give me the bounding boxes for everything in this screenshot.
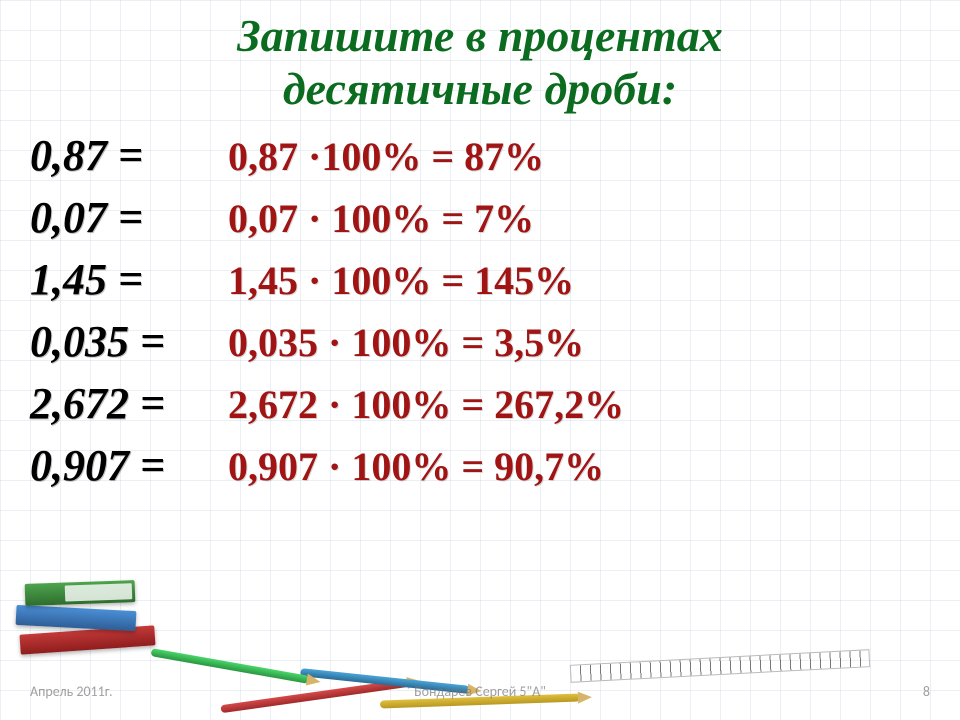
books-icon	[10, 555, 160, 650]
equation-lhs: 0,07 =	[30, 192, 210, 243]
equation-lhs: 0,035 =	[30, 316, 210, 367]
equation-row: 0,87 = 0,87 ·100% = 87%	[30, 130, 960, 192]
equation-lhs: 0,87 =	[30, 130, 210, 181]
footer-author: Бондарев Сергей 5"А"	[414, 683, 546, 700]
equation-rhs: 0,87 ·100% = 87%	[228, 133, 544, 180]
slide-number: 8	[923, 683, 930, 700]
equation-rhs: 0,035 · 100% = 3,5%	[228, 319, 584, 366]
equation-lhs: 2,672 =	[30, 378, 210, 429]
equation-row: 0,907 = 0,907 · 100% = 90,7%	[30, 440, 960, 502]
book-blue	[16, 605, 137, 631]
equation-lhs: 0,907 =	[30, 440, 210, 491]
equation-row: 2,672 = 2,672 · 100% = 267,2%	[30, 378, 960, 440]
equation-list: 0,87 = 0,87 ·100% = 87% 0,07 = 0,07 · 10…	[0, 130, 960, 502]
footer-decoration: Апрель 2011г. Бондарев Сергей 5"А" 8	[0, 570, 960, 720]
equation-row: 1,45 = 1,45 · 100% = 145%	[30, 254, 960, 316]
equation-row: 0,07 = 0,07 · 100% = 7%	[30, 192, 960, 254]
pencil-icon	[151, 648, 310, 684]
equation-row: 0,035 = 0,035 · 100% = 3,5%	[30, 316, 960, 378]
equation-rhs: 2,672 · 100% = 267,2%	[228, 381, 624, 428]
title-line-2: десятичные дроби:	[0, 63, 960, 116]
ruler-icon	[570, 649, 871, 683]
equation-rhs: 1,45 · 100% = 145%	[228, 257, 574, 304]
book-green	[25, 580, 136, 606]
equation-rhs: 0,07 · 100% = 7%	[228, 195, 534, 242]
title-line-1: Запишите в процентах	[0, 10, 960, 63]
equation-rhs: 0,907 · 100% = 90,7%	[228, 443, 604, 490]
footer-date: Апрель 2011г.	[30, 683, 112, 700]
equation-lhs: 1,45 =	[30, 254, 210, 305]
slide-title: Запишите в процентах десятичные дроби:	[0, 0, 960, 116]
